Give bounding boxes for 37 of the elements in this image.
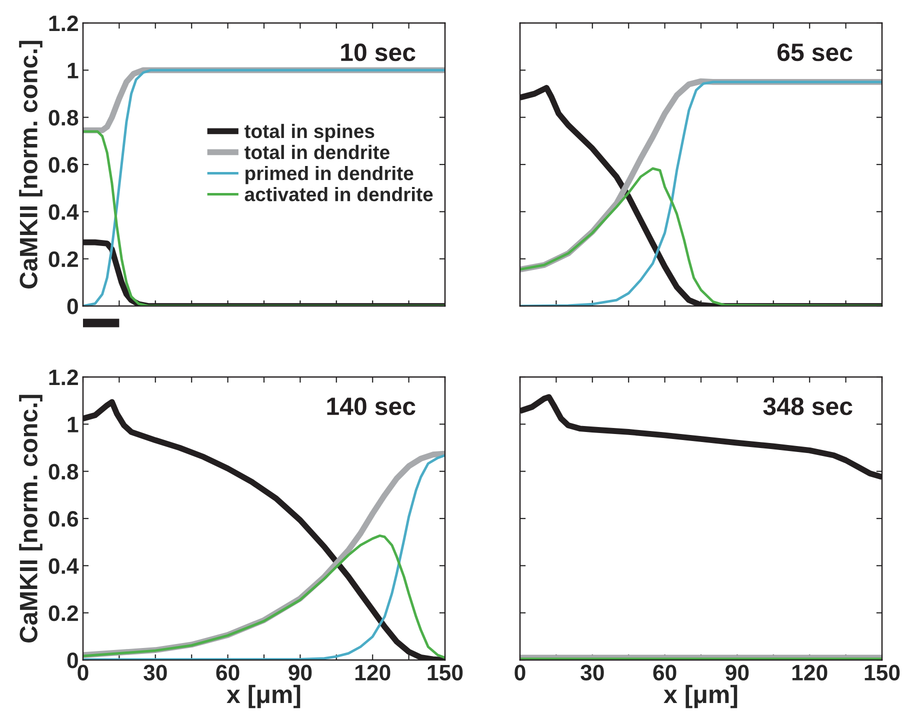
y-axis-title: CaMKII [norm. conc.] <box>19 40 42 288</box>
legend-label: total in dendrite <box>244 144 390 160</box>
y-tick-label: 0 <box>67 298 78 314</box>
y-tick-label: 1 <box>68 62 78 78</box>
text: 10 sec <box>341 43 416 62</box>
y-tick-label: 1.2 <box>49 16 78 32</box>
y-tick-label: 0.4 <box>48 204 79 220</box>
x-tick-label: 150 <box>428 664 463 680</box>
x-axis-title: x [μm] <box>226 684 300 708</box>
x-tick-label: 60 <box>216 664 240 680</box>
y-tick-label: 0.8 <box>48 464 78 480</box>
text: 348 sec <box>763 397 852 416</box>
y-axis-title: CaMKII [norm. conc.] <box>19 394 42 642</box>
x-tick-label: 120 <box>792 664 828 680</box>
x-axis-title: x [μm] <box>664 684 738 708</box>
y-tick-label: 0.6 <box>48 511 78 527</box>
y-tick-label: 1.2 <box>49 370 78 386</box>
y-tick-label: 0.2 <box>48 251 78 268</box>
y-tick-label: 0.8 <box>48 110 78 126</box>
y-tick-label: 1 <box>68 416 78 432</box>
x-tick-label: 150 <box>864 664 900 680</box>
x-tick-label: 90 <box>726 664 749 680</box>
x-tick-label: 60 <box>653 664 676 680</box>
x-tick-label: 30 <box>580 664 604 681</box>
y-tick-label: 0 <box>67 652 78 668</box>
legend-label: activated in dendrite <box>244 187 433 202</box>
y-tick-label: 0.6 <box>48 157 78 173</box>
x-tick-label: 120 <box>355 664 390 680</box>
legend-label: total in spines <box>244 124 374 142</box>
y-tick-label: 0.4 <box>48 558 79 574</box>
x-tick-label: 90 <box>288 664 312 680</box>
text: 65 sec <box>777 43 852 62</box>
legend-label: primed in dendrite <box>246 166 414 184</box>
text: 140 sec <box>327 397 416 416</box>
x-tick-label: 0 <box>514 664 526 680</box>
x-tick-label: 30 <box>144 664 167 681</box>
y-tick-label: 0.2 <box>48 605 78 622</box>
